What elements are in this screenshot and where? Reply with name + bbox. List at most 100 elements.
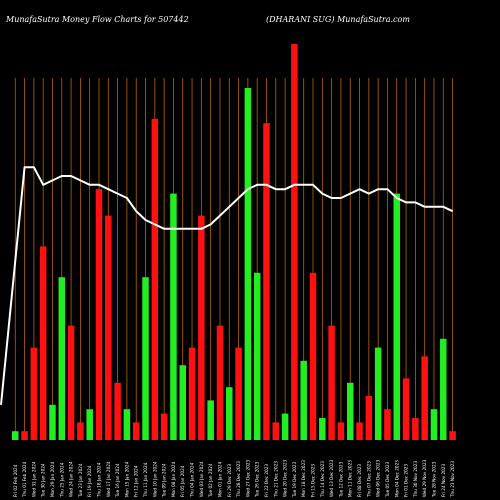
x-tick-label: Mon 08 Jan 2024 xyxy=(171,461,176,497)
money-flow-bar xyxy=(114,382,121,440)
money-flow-bar xyxy=(105,215,112,440)
x-tick-label: Tue 23 Jan 2024 xyxy=(78,463,83,498)
x-tick-label: Fri 12 Jan 2024 xyxy=(134,465,139,497)
money-flow-bar xyxy=(30,347,38,440)
money-flow-bar xyxy=(198,215,205,440)
x-tick-label: Tue 19 Dec 2023 xyxy=(292,461,297,498)
x-tick-label: Fri 02 Feb 2024 xyxy=(13,464,18,497)
money-flow-bar xyxy=(207,400,214,440)
x-tick-label: Tue 12 Dec 2023 xyxy=(338,461,343,498)
money-flow-bar xyxy=(430,409,438,440)
price-line xyxy=(0,166,454,405)
price-line-layer xyxy=(0,166,454,405)
money-flow-bar xyxy=(132,422,140,440)
x-tick-label: Thu 18 Jan 2024 xyxy=(96,462,101,498)
x-tick-label: Tue 02 Jan 2024 xyxy=(208,463,213,498)
money-flow-bar xyxy=(384,409,391,440)
money-flow-bar xyxy=(263,123,270,440)
x-tick-label: Wed 20 Dec 2023 xyxy=(283,459,288,497)
money-flow-bar xyxy=(244,88,252,440)
x-tick-label: Thu 21 Dec 2023 xyxy=(273,461,278,498)
x-tick-label: Mon 01 Jan 2024 xyxy=(217,461,222,497)
x-tick-label: Wed 27 Dec 2023 xyxy=(245,459,250,497)
money-flow-bar xyxy=(356,422,363,440)
money-flow-bar xyxy=(272,422,280,440)
x-tick-label: Thu 01 Feb 2024 xyxy=(22,461,27,498)
money-flow-bar xyxy=(58,277,66,440)
money-flow-bar xyxy=(49,404,56,440)
x-tick-label: Tue 30 Jan 2024 xyxy=(41,463,46,498)
grid-lines xyxy=(14,78,453,440)
x-tick-label: Fri 15 Dec 2023 xyxy=(311,464,316,497)
x-tick-label: Fri 08 Dec 2023 xyxy=(357,464,362,497)
x-tick-label: Fri 01 Dec 2023 xyxy=(404,464,409,497)
x-tick-label: Thu 28 Dec 2023 xyxy=(236,461,241,498)
money-flow-bar xyxy=(449,431,456,440)
x-tick-label: Mon 29 Jan 2024 xyxy=(50,461,55,497)
money-flow-bar xyxy=(319,418,326,440)
x-tick-label: Thu 11 Jan 2024 xyxy=(143,462,148,498)
money-flow-bar xyxy=(440,338,447,440)
money-flow-bar xyxy=(86,409,93,440)
money-flow-bar xyxy=(253,272,261,440)
x-tick-label: Wed 10 Jan 2024 xyxy=(152,461,157,497)
x-tick-label: Thu 25 Jan 2024 xyxy=(59,462,64,498)
x-tick-label: Wed 24 Jan 2024 xyxy=(69,461,74,497)
x-tick-label: Mon 11 Dec 2023 xyxy=(348,460,353,497)
money-flow-bar xyxy=(12,431,19,440)
money-flow-bar xyxy=(328,325,335,440)
x-tick-label: Wed 17 Jan 2024 xyxy=(106,461,111,497)
x-tick-label: Mon 04 Dec 2023 xyxy=(394,460,399,497)
x-tick-label: Fri 24 Nov 2023 xyxy=(441,464,446,497)
money-flow-bar xyxy=(402,378,410,440)
x-tick-label: Fri 05 Jan 2024 xyxy=(180,465,185,497)
money-flow-bar xyxy=(21,431,28,440)
x-tick-label: Wed 13 Dec 2023 xyxy=(329,459,334,497)
money-flow-bar xyxy=(226,387,233,440)
money-flow-bar xyxy=(291,44,298,440)
x-tick-label: Wed 06 Dec 2023 xyxy=(376,459,381,497)
money-flow-bar xyxy=(179,365,186,440)
money-flow-bar xyxy=(142,277,149,440)
x-tick-label: Wed 31 Jan 2024 xyxy=(31,461,36,497)
money-flow-bar xyxy=(337,422,345,440)
money-flow-bar xyxy=(39,246,47,440)
x-tick-label: Fri 22 Dec 2023 xyxy=(264,464,269,497)
money-flow-bar xyxy=(346,382,354,440)
money-flow-bar xyxy=(151,118,159,441)
chart-header-right: (DHARANI SUG) MunafaSutra.com xyxy=(266,15,410,24)
x-tick-label: Mon 18 Dec 2023 xyxy=(301,460,306,497)
x-tick-label: Wed 29 Nov 2023 xyxy=(422,459,427,497)
money-flow-bar xyxy=(95,189,103,440)
money-flow-bar xyxy=(216,325,224,440)
x-tick-label: Tue 28 Nov 2023 xyxy=(431,461,436,498)
money-flow-bar xyxy=(235,347,242,440)
chart-header-left: MunafaSutra Money Flow Charts for 507442 xyxy=(5,15,189,24)
money-flow-bar xyxy=(170,193,177,440)
money-flow-bar xyxy=(374,347,382,440)
money-flow-bar xyxy=(77,422,84,440)
x-tick-label: Fri 19 Jan 2024 xyxy=(87,465,92,497)
money-flow-bar xyxy=(309,272,317,440)
x-tick-label: Fri 29 Dec 2023 xyxy=(227,464,232,497)
x-tick-label: Tue 09 Jan 2024 xyxy=(162,463,167,498)
x-tick-label: Mon 15 Jan 2024 xyxy=(124,461,129,497)
x-tick-label: Thu 14 Dec 2023 xyxy=(320,461,325,498)
money-flow-bars xyxy=(12,44,456,441)
money-flow-bar xyxy=(67,325,75,440)
money-flow-bar xyxy=(365,396,373,440)
x-tick-label: Thu 07 Dec 2023 xyxy=(366,461,371,498)
x-tick-label: Wed 03 Jan 2024 xyxy=(199,461,204,497)
money-flow-bar xyxy=(281,413,289,440)
x-tick-label: Thu 04 Jan 2024 xyxy=(190,462,195,498)
x-tick-label: Thu 23 Nov 2023 xyxy=(450,461,455,498)
money-flow-bar xyxy=(412,418,419,440)
money-flow-bar xyxy=(123,409,131,440)
money-flow-bar xyxy=(188,347,196,440)
x-tick-label: Thu 30 Nov 2023 xyxy=(413,461,418,498)
money-flow-bar xyxy=(393,193,401,440)
money-flow-bar xyxy=(160,413,168,440)
money-flow-bar xyxy=(300,360,307,440)
x-tick-label: Tue 05 Dec 2023 xyxy=(385,461,390,498)
